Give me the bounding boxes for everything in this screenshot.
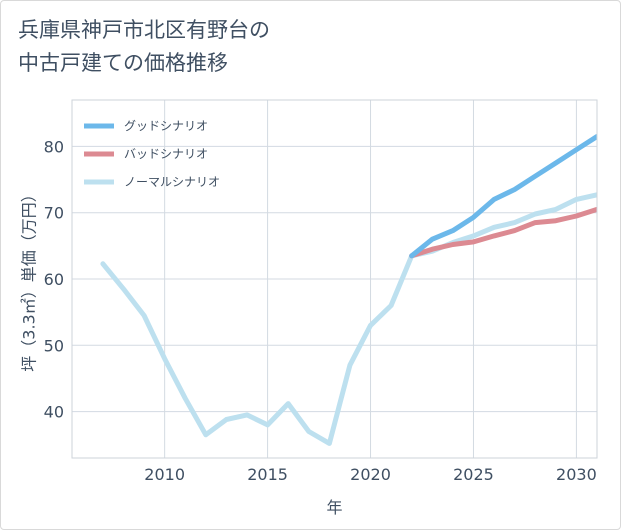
y-tick-label: 40 [44,403,64,422]
chart-title: 兵庫県神戸市北区有野台の 中古戸建ての価格推移 [18,14,270,80]
y-tick-label: 80 [44,137,64,156]
chart-title-line1: 兵庫県神戸市北区有野台の [18,18,270,42]
x-tick-label: 2020 [350,465,391,484]
plot-border [71,99,598,459]
x-tick-label: 2015 [247,465,288,484]
series-line-normal [100,192,597,446]
y-tick-label: 60 [44,270,64,289]
x-tick-label: 2010 [144,465,185,484]
y-tick-label: 50 [44,336,64,355]
chart-title-line2: 中古戸建ての価格推移 [18,51,228,75]
grid-lines [72,100,597,458]
y-axis-ticks: 40 50 60 70 80 [44,137,64,421]
x-tick-label: 2030 [556,465,597,484]
y-tick-label: 70 [44,204,64,223]
series-lines [100,134,597,446]
legend-label-normal: ノーマルシナリオ [124,175,220,189]
legend-label-bad: バッドシナリオ [124,147,208,161]
x-axis-label: 年 [326,498,342,517]
x-tick-label: 2025 [453,465,494,484]
series-line-bad [409,206,597,259]
series-line-good [409,134,597,259]
y-axis-label: 坪（3.3㎡）単価（万円） [20,186,39,371]
x-axis-ticks: 2010 2015 2020 2025 2030 [144,465,596,484]
legend-label-good: グッドシナリオ [124,119,208,133]
